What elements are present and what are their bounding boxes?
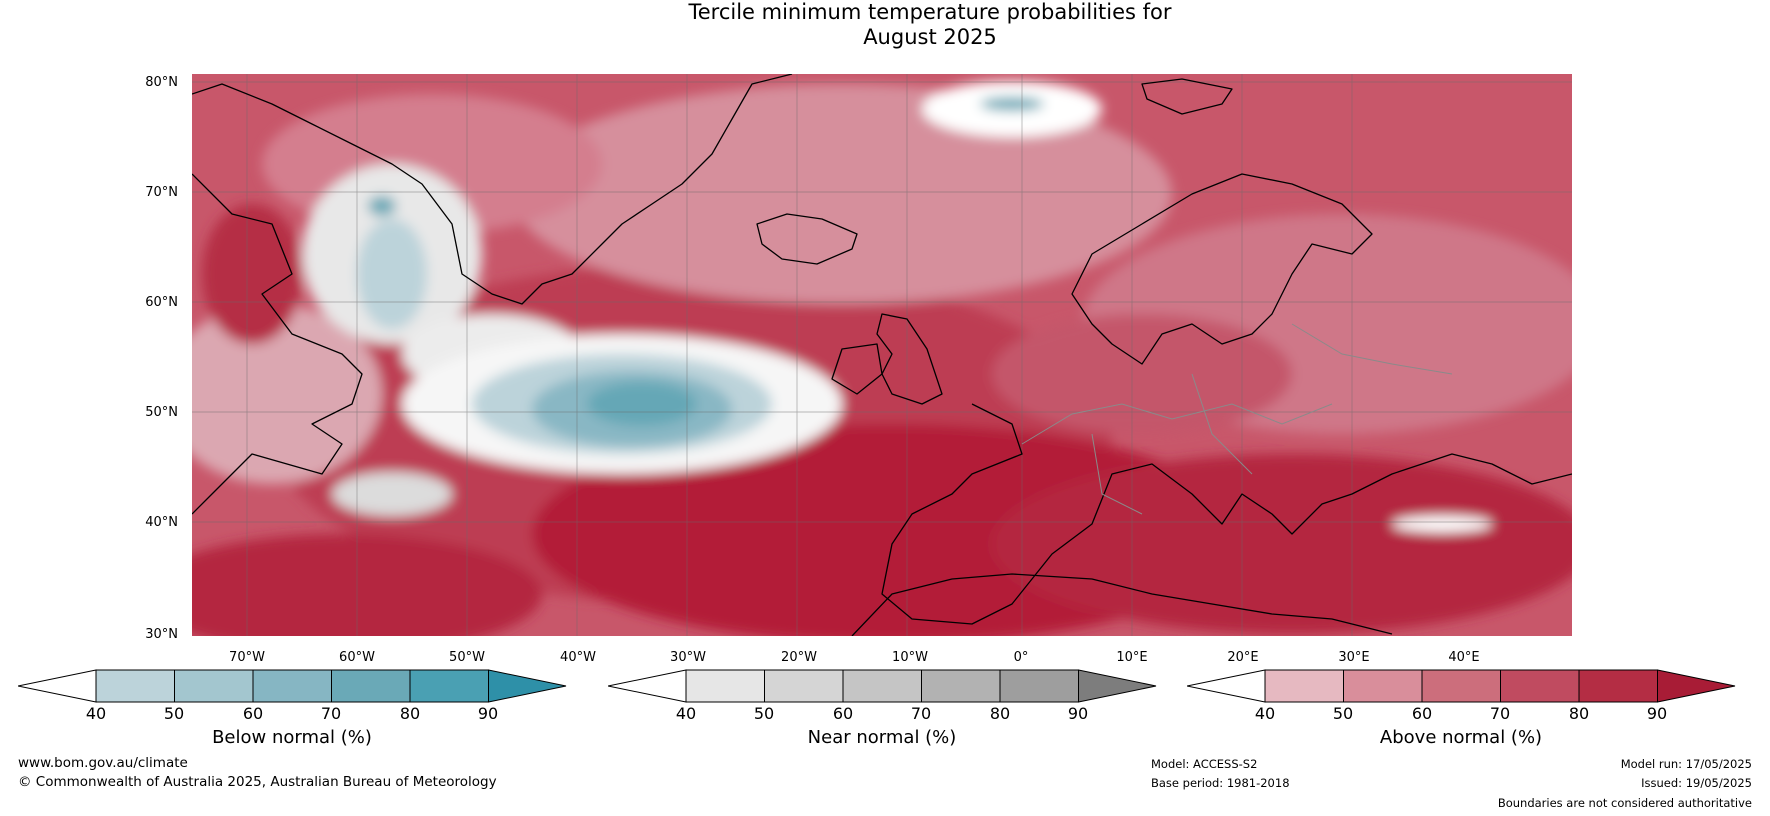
issued-text: Issued: 19/05/2025 [1641,776,1752,790]
lon-label-30e: 30°E [1338,650,1370,665]
colorbar-0-segment-1 [95,669,175,703]
lon-label-40w: 40°W [560,650,596,665]
colorbar-1-segment-4 [921,669,1001,703]
scandinavia-coast [1071,173,1373,365]
base-period-text: Base period: 1981-2018 [1151,776,1290,790]
colorbar-0-segment-5 [409,669,489,703]
britain-coast [876,313,943,405]
greenland-coast [192,74,793,305]
lon-label-40e: 40°E [1448,650,1480,665]
lat-label-50n: 50°N [145,405,178,420]
colorbar-0-segment-4 [331,669,411,703]
lat-label-70n: 70°N [145,185,178,200]
cb1-tick-60: 60 [832,704,854,723]
cb0-tick-60: 60 [242,704,264,723]
colorbar-above-normal [1187,669,1736,703]
lat-label-40n: 40°N [145,515,178,530]
colorbar-2-segment-5 [1578,669,1658,703]
colorbar-2-segment-2 [1343,669,1423,703]
lon-label-20e: 20°E [1227,650,1259,665]
colorbar-0-segment-0 [18,669,97,703]
cb0-tick-70: 70 [320,704,342,723]
website-link[interactable]: www.bom.gov.au/climate [18,755,188,771]
lon-label-60w: 60°W [339,650,375,665]
iceland-coast [756,213,858,265]
lon-label-10w: 10°W [892,650,928,665]
probability-map [192,74,1572,636]
lon-label-30w: 30°W [670,650,706,665]
title-line-2: August 2025 [863,25,997,49]
europe-coast [881,403,1572,625]
probability-shading [192,81,1572,636]
colorbar-2-segment-0 [1187,669,1266,703]
colorbar-1-segment-1 [685,669,765,703]
copyright-text: © Commonwealth of Australia 2025, Austra… [18,774,497,790]
ireland-coast [831,343,883,395]
lat-label-80n: 80°N [145,75,178,90]
cb2-tick-50: 50 [1332,704,1354,723]
cb2-tick-70: 70 [1489,704,1511,723]
title-line-1: Tercile minimum temperature probabilitie… [688,0,1172,24]
lon-label-10e: 10°E [1116,650,1148,665]
cb1-label: Near normal (%) [807,727,957,748]
cb0-label: Below normal (%) [212,727,372,748]
graticule [192,74,1572,636]
colorbar-2-segment-4 [1500,669,1580,703]
model-run-text: Model run: 17/05/2025 [1620,757,1752,771]
lat-label-30n: 30°N [145,627,178,642]
lon-label-50w: 50°W [449,650,485,665]
lon-label-20w: 20°W [781,650,817,665]
cb2-tick-60: 60 [1411,704,1433,723]
cb2-tick-90: 90 [1646,704,1668,723]
cb1-tick-80: 80 [989,704,1011,723]
cb2-tick-40: 40 [1254,704,1276,723]
map-title: Tercile minimum temperature probabilitie… [0,0,1770,50]
colorbar-1-segment-0 [608,669,687,703]
cb1-tick-50: 50 [753,704,775,723]
lon-label-70w: 70°W [229,650,265,665]
cb0-tick-80: 80 [399,704,421,723]
cb1-tick-70: 70 [910,704,932,723]
svalbard-coast [1141,78,1233,115]
colorbar-0-segment-2 [174,669,254,703]
model-text: Model: ACCESS-S2 [1151,757,1258,771]
colorbar-below-normal [18,669,567,703]
colorbar-0-segment-6 [488,669,567,703]
borders [1021,323,1453,515]
colorbar-0-segment-3 [252,669,332,703]
cb0-tick-90: 90 [477,704,499,723]
lon-label-0: 0° [1013,650,1029,665]
cb2-label: Above normal (%) [1379,727,1543,748]
disclaimer-text: Boundaries are not considered authoritat… [1497,796,1752,810]
africa-coast [851,573,1393,636]
colorbar-1-segment-2 [764,669,844,703]
cb2-tick-80: 80 [1568,704,1590,723]
colorbar-1-segment-5 [999,669,1079,703]
cb0-tick-50: 50 [163,704,185,723]
cb1-tick-90: 90 [1067,704,1089,723]
canada-coast [192,173,363,515]
cb0-tick-40: 40 [85,704,107,723]
cb1-tick-40: 40 [675,704,697,723]
colorbar-1-segment-3 [842,669,922,703]
colorbar-1-segment-6 [1078,669,1157,703]
colorbar-2-segment-1 [1264,669,1344,703]
colorbar-near-normal [608,669,1157,703]
coastlines [192,74,1572,636]
colorbar-2-segment-3 [1421,669,1501,703]
colorbar-2-segment-6 [1657,669,1736,703]
lat-label-60n: 60°N [145,295,178,310]
